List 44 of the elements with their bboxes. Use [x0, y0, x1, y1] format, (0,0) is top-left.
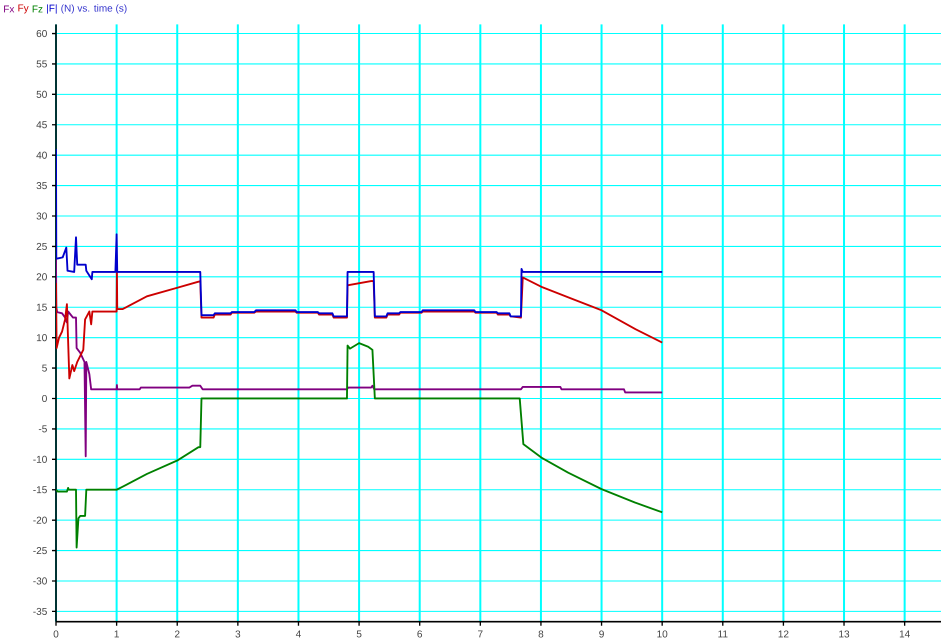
- y-tick-label: 55: [36, 60, 47, 68]
- y-tick-label: -15: [33, 486, 47, 494]
- y-tick-label: 30: [36, 212, 47, 220]
- y-tick-label: -30: [33, 577, 47, 585]
- y-tick-label: -5: [38, 425, 47, 432]
- y-tick-label: 15: [36, 304, 47, 311]
- x-tick-label: 3: [235, 630, 240, 638]
- text: Fz: [32, 6, 42, 12]
- y-tick-label: 50: [36, 90, 47, 98]
- x-tick-label: 11: [718, 630, 728, 638]
- x-tick-label: 4: [296, 630, 301, 638]
- x-tick-label: 10: [657, 630, 668, 638]
- chart-title: (N) vs. time (s): [61, 4, 127, 14]
- y-tick-label: 45: [36, 121, 47, 128]
- y-tick-label: 35: [36, 182, 47, 190]
- y-tick-label: 10: [36, 334, 47, 342]
- y-tick-label: 40: [36, 152, 47, 159]
- y-tick-label: -20: [33, 516, 47, 524]
- x-tick-label: 13: [839, 630, 850, 638]
- y-tick-label: 0: [42, 394, 47, 402]
- x-tick-label: 9: [599, 630, 604, 638]
- text: Fx: [4, 6, 14, 12]
- x-tick-label: 2: [174, 630, 180, 638]
- y-tick-label: 60: [36, 30, 47, 38]
- line-series: [56, 342, 664, 548]
- y-tick-label: 5: [42, 364, 47, 372]
- line-series: [56, 148, 664, 318]
- x-tick-label: 7: [478, 630, 483, 638]
- x-tick-label: 8: [538, 630, 544, 638]
- x-tick-label: 14: [900, 630, 910, 638]
- text: Fy: [18, 4, 29, 14]
- y-tick-label: -35: [33, 608, 47, 615]
- x-tick-label: 1: [114, 630, 119, 638]
- x-tick-label: 12: [778, 630, 788, 638]
- y-tick-label: 20: [36, 273, 47, 280]
- x-tick-label: 5: [356, 630, 362, 638]
- x-tick-label: 6: [417, 630, 422, 638]
- y-tick-label: -25: [33, 547, 47, 554]
- y-tick-label: -10: [33, 456, 47, 463]
- x-tick-label: 0: [54, 630, 58, 638]
- line-series: [56, 258, 664, 458]
- y-tick-label: 25: [36, 242, 47, 250]
- line-series: [56, 270, 664, 380]
- text: |F|: [47, 4, 57, 14]
